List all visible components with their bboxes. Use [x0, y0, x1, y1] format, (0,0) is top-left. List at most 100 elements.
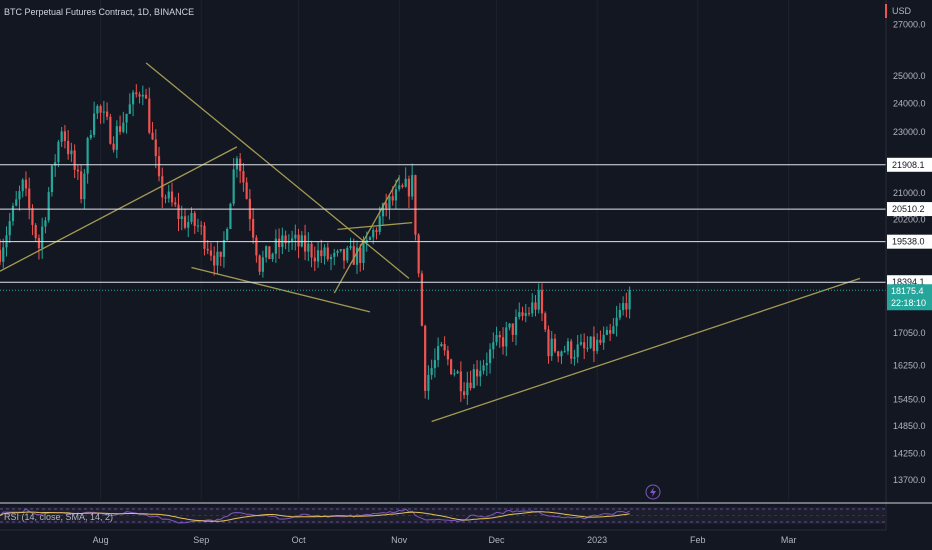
- candle[interactable]: [131, 90, 135, 117]
- candle[interactable]: [154, 129, 157, 169]
- candle[interactable]: [320, 239, 323, 263]
- candle[interactable]: [485, 352, 488, 376]
- candle[interactable]: [41, 217, 44, 259]
- candle[interactable]: [187, 215, 190, 238]
- candle[interactable]: [576, 335, 579, 364]
- candle[interactable]: [450, 358, 453, 376]
- candle[interactable]: [144, 88, 148, 99]
- candle[interactable]: [553, 333, 557, 353]
- candle[interactable]: [271, 252, 274, 262]
- candle[interactable]: [407, 175, 411, 208]
- candle[interactable]: [209, 242, 213, 261]
- candle[interactable]: [537, 283, 540, 314]
- candle[interactable]: [316, 241, 320, 268]
- candle[interactable]: [323, 244, 326, 265]
- candle[interactable]: [44, 217, 47, 234]
- candle[interactable]: [274, 229, 277, 263]
- candle[interactable]: [50, 164, 54, 197]
- candle[interactable]: [8, 212, 11, 244]
- candle[interactable]: [355, 240, 359, 274]
- candle[interactable]: [424, 324, 427, 399]
- candle[interactable]: [524, 304, 527, 323]
- candle[interactable]: [93, 101, 96, 138]
- candle[interactable]: [307, 232, 310, 262]
- candle[interactable]: [200, 221, 203, 235]
- candle[interactable]: [375, 227, 378, 240]
- trendline[interactable]: [191, 266, 371, 313]
- candle[interactable]: [102, 100, 105, 124]
- candle[interactable]: [73, 144, 76, 179]
- candle[interactable]: [15, 191, 18, 207]
- candle[interactable]: [612, 318, 615, 335]
- candle[interactable]: [148, 87, 151, 135]
- candle[interactable]: [76, 165, 79, 180]
- price-axis[interactable]: 27000.0 25000.0 24000.0 23000.0 21000.0 20200…: [893, 19, 926, 485]
- trendline[interactable]: [337, 221, 413, 231]
- candle[interactable]: [0, 238, 2, 266]
- candle[interactable]: [265, 245, 268, 263]
- candle[interactable]: [313, 246, 316, 272]
- candle[interactable]: [411, 163, 414, 200]
- candle[interactable]: [333, 248, 336, 266]
- rsi-pane[interactable]: [0, 507, 886, 524]
- candle[interactable]: [622, 296, 625, 316]
- candle[interactable]: [284, 230, 287, 250]
- candle[interactable]: [105, 102, 109, 121]
- candle[interactable]: [63, 125, 67, 149]
- time-axis[interactable]: Aug Sep Oct Nov Dec 2023 Feb Mar: [93, 535, 797, 545]
- candle[interactable]: [229, 202, 232, 230]
- candle[interactable]: [235, 156, 239, 178]
- candle[interactable]: [174, 197, 177, 208]
- candle[interactable]: [388, 194, 391, 220]
- candle[interactable]: [329, 254, 333, 271]
- candle[interactable]: [599, 330, 602, 346]
- candle[interactable]: [170, 182, 174, 207]
- candle[interactable]: [18, 185, 21, 211]
- candle[interactable]: [70, 142, 73, 162]
- candle[interactable]: [566, 338, 570, 355]
- candle[interactable]: [190, 207, 193, 225]
- candle[interactable]: [534, 295, 537, 317]
- candle[interactable]: [60, 127, 63, 148]
- candle[interactable]: [560, 350, 563, 365]
- candle[interactable]: [466, 371, 469, 405]
- candle[interactable]: [495, 326, 498, 346]
- candle[interactable]: [112, 136, 115, 153]
- candle[interactable]: [226, 227, 229, 241]
- candle[interactable]: [557, 350, 560, 363]
- candle[interactable]: [255, 235, 258, 263]
- candle[interactable]: [359, 243, 362, 272]
- candle[interactable]: [540, 283, 544, 322]
- candle[interactable]: [294, 224, 297, 251]
- candle[interactable]: [527, 307, 531, 317]
- candle[interactable]: [433, 348, 436, 378]
- candle[interactable]: [216, 240, 219, 274]
- candle[interactable]: [547, 325, 550, 364]
- candle[interactable]: [80, 164, 83, 204]
- candle[interactable]: [300, 231, 303, 248]
- candle[interactable]: [456, 369, 459, 374]
- candle[interactable]: [290, 230, 294, 250]
- candle[interactable]: [219, 251, 222, 267]
- candle[interactable]: [21, 178, 24, 198]
- candle[interactable]: [385, 193, 388, 217]
- candle[interactable]: [349, 237, 352, 251]
- candle[interactable]: [177, 192, 180, 232]
- candle[interactable]: [475, 360, 479, 386]
- candle[interactable]: [99, 104, 102, 124]
- candle[interactable]: [618, 303, 621, 321]
- candle[interactable]: [492, 332, 495, 359]
- candle[interactable]: [96, 104, 99, 120]
- candle[interactable]: [488, 343, 492, 374]
- candle[interactable]: [625, 292, 628, 318]
- candle[interactable]: [339, 249, 342, 253]
- candle[interactable]: [501, 327, 505, 355]
- candle[interactable]: [437, 337, 440, 368]
- candle[interactable]: [326, 242, 329, 262]
- candle[interactable]: [151, 121, 154, 140]
- candle[interactable]: [420, 270, 424, 327]
- trendline[interactable]: [333, 177, 400, 294]
- candle[interactable]: [352, 238, 355, 266]
- candle[interactable]: [346, 245, 349, 264]
